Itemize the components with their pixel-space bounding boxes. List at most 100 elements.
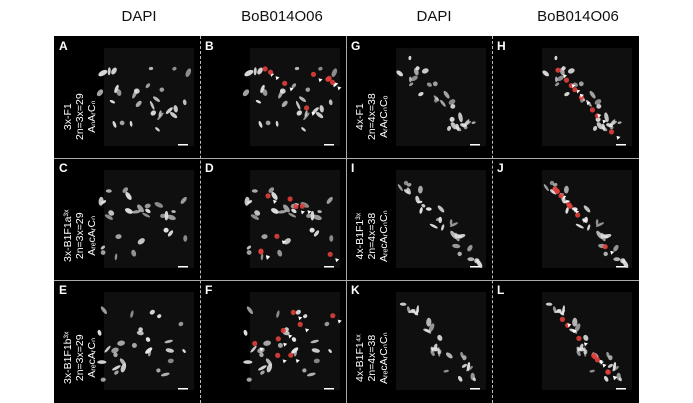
- chromosome: [612, 361, 617, 371]
- chromosome: [98, 69, 108, 77]
- micrograph: [396, 48, 486, 146]
- chromosome: [589, 90, 596, 99]
- chromosome: [415, 66, 420, 71]
- genotype-label: 4x-F1 2n=4x=38 AᵣAᵣCₙCₒ: [354, 93, 390, 140]
- panel-letter: K: [351, 283, 360, 297]
- probe-signal: [578, 94, 584, 100]
- chromosome: [135, 100, 142, 108]
- arrowhead-icon: [273, 199, 278, 204]
- micrograph: [542, 170, 632, 268]
- chromosome: [257, 67, 263, 75]
- chromosome: [268, 187, 275, 193]
- scale-bar: [178, 266, 188, 268]
- chromosome: [98, 196, 104, 206]
- chromosome: [602, 126, 608, 132]
- chromosome: [122, 187, 129, 193]
- chromosome: [130, 310, 134, 318]
- chromosome: [260, 370, 265, 375]
- chromosome: [331, 68, 338, 78]
- column-header-4: BoB014O06: [537, 8, 619, 25]
- chromosome: [259, 352, 264, 358]
- chromosome: [310, 210, 315, 221]
- panel-i: I 4x-B1F1³ˣ 2n=4x=38 AᵣₑcAᵣCₙCₙ: [346, 158, 492, 280]
- panel-j: J: [492, 158, 638, 280]
- arrowhead-icon: [597, 113, 602, 118]
- chromosome: [329, 235, 334, 242]
- chromosome: [312, 214, 322, 221]
- chromosome: [589, 369, 595, 373]
- scale-bar: [178, 144, 188, 146]
- arrowhead-icon: [573, 208, 578, 213]
- arrowhead-icon: [562, 74, 567, 79]
- probe-signal: [262, 66, 268, 72]
- panel-letter: H: [497, 39, 506, 53]
- chromosome: [160, 372, 170, 377]
- panel-letter: A: [59, 39, 68, 53]
- chromosome: [157, 314, 162, 319]
- arrowhead-icon: [281, 240, 286, 245]
- chromosome: [408, 309, 416, 314]
- chromosome: [114, 84, 119, 94]
- chromosome: [575, 223, 584, 229]
- micrograph: [96, 48, 194, 146]
- probe-signal: [572, 87, 578, 93]
- chromosome: [396, 70, 404, 77]
- scale-bar: [178, 388, 188, 390]
- arrowhead-icon: [295, 359, 300, 364]
- probe-signal: [274, 233, 280, 239]
- chromosome: [104, 345, 111, 353]
- chromosome: [414, 309, 420, 316]
- chromosome: [467, 244, 473, 252]
- chromosome: [262, 89, 268, 96]
- chromosome: [603, 251, 608, 257]
- chromosome: [594, 99, 602, 105]
- chromosome: [424, 328, 432, 334]
- chromosome: [244, 196, 250, 206]
- chromosome: [167, 358, 174, 364]
- probe-signal: [559, 316, 565, 322]
- chromosome: [125, 192, 132, 200]
- panel-letter: I: [351, 161, 355, 175]
- chromosome: [117, 340, 125, 346]
- micrograph: [396, 292, 486, 390]
- chromosome: [435, 217, 441, 222]
- arrowhead-icon: [602, 119, 607, 124]
- chromosome: [164, 339, 173, 344]
- chromosome: [593, 125, 598, 131]
- micrograph: [542, 48, 632, 146]
- panel-letter: D: [205, 161, 214, 175]
- scale-bar: [616, 144, 626, 146]
- chromosome: [452, 243, 461, 249]
- chromosome: [447, 125, 452, 131]
- chromosome: [137, 204, 144, 213]
- chromosome: [409, 82, 414, 87]
- arrowhead-icon: [283, 342, 288, 347]
- chromosome: [145, 347, 153, 354]
- probe-signal: [267, 69, 274, 75]
- chromosome: [587, 224, 591, 231]
- chromosome: [583, 205, 591, 213]
- chromosome: [182, 99, 187, 106]
- panel-f: F: [200, 280, 346, 402]
- chromosome: [466, 361, 471, 371]
- genotype-label: 4x-B1F1⁴ˣ 2n=4x=38 AᵣₑcAᵣCₙCₙ: [354, 332, 390, 384]
- chromosome: [250, 345, 257, 353]
- chromosome: [258, 365, 267, 371]
- chromosome: [319, 105, 324, 113]
- chromosome: [426, 317, 432, 327]
- chromosome: [100, 245, 105, 250]
- chromosome: [167, 230, 174, 237]
- probe-signal: [280, 327, 286, 334]
- chromosome: [148, 66, 154, 71]
- arrowhead-icon: [311, 111, 316, 116]
- arrowhead-icon: [305, 328, 310, 333]
- chromosome: [258, 121, 263, 128]
- genotype-label: 4x-B1F1³ˣ 2n=4x=38 AᵣₑcAᵣCₙCₙ: [354, 210, 390, 262]
- chromosome: [406, 187, 411, 195]
- chromosome: [421, 68, 429, 74]
- chromosome: [302, 368, 307, 373]
- chromosome: [328, 349, 332, 353]
- chromosome: [608, 355, 613, 361]
- chromosome: [472, 377, 476, 382]
- chromosome: [149, 309, 155, 315]
